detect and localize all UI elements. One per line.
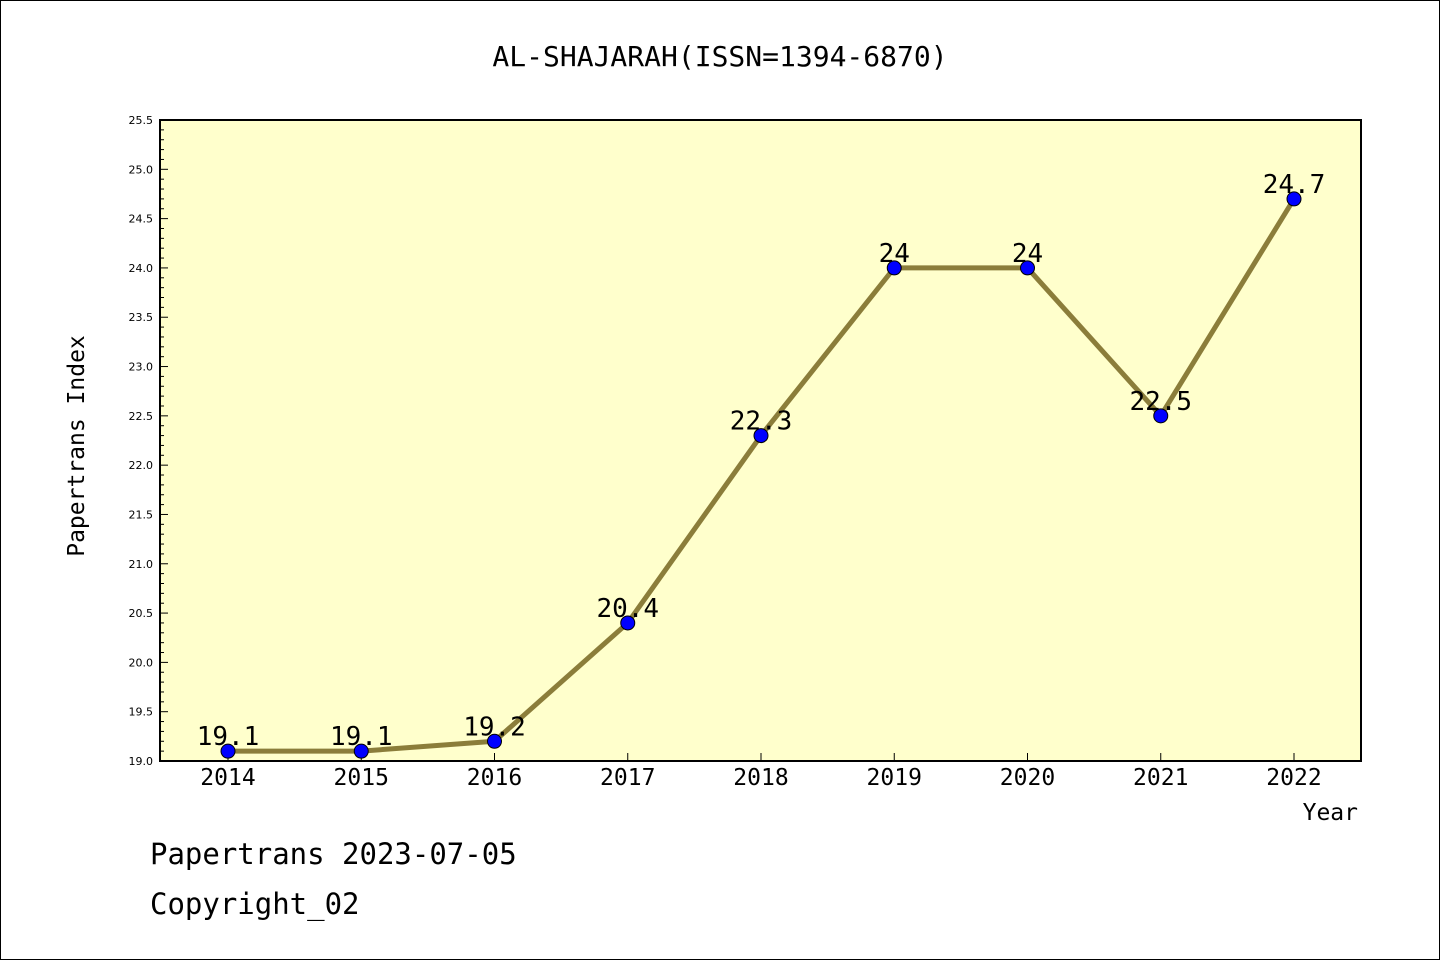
data-label: 20.4	[596, 594, 659, 624]
data-label: 19.2	[463, 712, 526, 742]
y-tick-label: 22.0	[129, 459, 154, 472]
y-tick-label: 21.5	[129, 508, 154, 521]
data-label: 24.7	[1263, 170, 1326, 200]
x-tick-label: 2016	[467, 765, 522, 791]
data-label: 22.5	[1129, 387, 1192, 417]
data-point	[353, 743, 369, 759]
data-point	[1153, 408, 1169, 424]
x-tick-label: 2022	[1266, 765, 1321, 791]
y-axis: 19.0 19.5 20.0 20.5 21.0 21.5 22.0 22.5 23.0 23.5…	[129, 114, 168, 768]
x-tick-label: 2018	[733, 765, 788, 791]
y-tick-label: 19.0	[129, 755, 154, 768]
data-label: 24	[1012, 239, 1043, 269]
data-point	[1286, 191, 1302, 207]
data-point	[487, 733, 502, 749]
y-tick-label: 21.0	[129, 558, 154, 571]
x-tick-label: 2020	[1000, 765, 1055, 791]
y-tick-label: 25.5	[129, 114, 154, 127]
x-tick-label: 2021	[1133, 765, 1188, 791]
data-point	[886, 260, 902, 276]
x-tick-label: 2017	[600, 765, 655, 791]
y-tick-label: 22.5	[129, 410, 154, 423]
y-tick-label: 25.0	[129, 163, 154, 176]
y-tick-label: 19.5	[129, 706, 154, 719]
chart-title: AL-SHAJARAH(ISSN=1394-6870)	[492, 40, 947, 73]
y-axis-label: Papertrans Index	[64, 335, 90, 557]
data-markers	[220, 191, 1302, 759]
data-point	[1020, 260, 1035, 276]
footer-copyright: Copyright_02	[150, 887, 360, 922]
y-tick-label: 23.5	[129, 311, 154, 324]
y-tick-label: 24.0	[129, 262, 154, 275]
footer-date: Papertrans 2023-07-05	[150, 837, 517, 871]
data-label: 19.1	[197, 722, 260, 752]
x-tick-label: 2014	[200, 765, 255, 791]
y-tick-label: 20.0	[129, 656, 154, 669]
x-tick-label: 2015	[334, 765, 389, 791]
data-label: 19.1	[330, 722, 393, 752]
x-axis: 2014 2015 2016 2017 2018 2019 2020 2021 2022	[200, 753, 1322, 791]
x-tick-label: 2019	[867, 765, 922, 791]
data-point	[620, 615, 636, 631]
data-labels: 19.1 19.1 19.2 20.4 22.3 24 24 22.5 24.7	[197, 170, 1326, 752]
data-point	[220, 743, 236, 759]
data-point	[753, 428, 769, 444]
data-label: 22.3	[730, 407, 793, 437]
y-tick-label: 20.5	[129, 607, 154, 620]
data-label: 24	[879, 239, 910, 269]
x-axis-label: Year	[1303, 800, 1358, 826]
y-tick-label: 24.5	[129, 213, 154, 226]
y-tick-label: 23.0	[129, 361, 154, 374]
